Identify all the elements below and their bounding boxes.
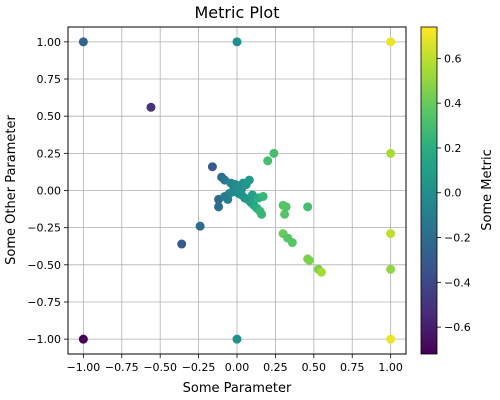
x-tick-label: −0.75 (105, 361, 139, 374)
y-tick-label: −0.50 (27, 259, 61, 272)
y-tick-label: −0.25 (27, 222, 61, 235)
data-point (304, 255, 314, 265)
data-point (214, 202, 224, 212)
y-tick-label: 0.00 (37, 185, 62, 198)
data-point (303, 202, 313, 212)
x-tick-label: 1.00 (378, 361, 403, 374)
data-point (386, 229, 396, 239)
data-point (257, 209, 267, 219)
data-point (269, 148, 279, 158)
data-point (263, 156, 273, 166)
colorbar-ticks: −0.6 −0.4 −0.2 0.0 0.2 0.4 0.6 (437, 52, 471, 334)
x-tick-label: 0.25 (263, 361, 288, 374)
data-point (244, 175, 254, 185)
y-tick-label: −1.00 (27, 333, 61, 346)
x-tick-label: −0.25 (182, 361, 216, 374)
y-tick-label: −0.75 (27, 296, 61, 309)
y-tick-label: 0.25 (37, 147, 62, 160)
colorbar-tick-label: −0.2 (444, 232, 471, 245)
data-point (78, 37, 88, 47)
data-points (78, 37, 396, 344)
data-point (386, 334, 396, 344)
data-point (78, 334, 88, 344)
data-point (232, 334, 242, 344)
data-point (281, 202, 291, 212)
y-tick-label: 0.50 (37, 110, 62, 123)
x-tick-label: −0.50 (143, 361, 177, 374)
chart-title: Metric Plot (195, 3, 280, 22)
data-point (386, 148, 396, 158)
colorbar-tick-label: 0.4 (444, 97, 462, 110)
x-tick-label: 0.50 (302, 361, 327, 374)
data-point (280, 209, 290, 219)
data-point (317, 267, 326, 277)
x-axis-label: Some Parameter (183, 381, 292, 396)
colorbar-label: Some Metric (480, 149, 495, 230)
data-point (287, 238, 297, 248)
y-axis-ticks: −1.00 −0.75 −0.50 −0.25 0.00 0.25 0.50 0.75 1.00 (27, 36, 68, 346)
colorbar-tick-label: 0.0 (444, 187, 462, 200)
colorbar (420, 26, 438, 355)
y-axis-label: Some Other Parameter (4, 115, 19, 265)
data-point (232, 37, 242, 47)
data-point (177, 239, 187, 249)
colorbar-tick-label: −0.6 (444, 321, 471, 334)
x-tick-label: −1.00 (67, 361, 101, 374)
y-tick-label: 1.00 (37, 36, 62, 49)
data-point (386, 37, 396, 47)
colorbar-tick-label: 0.2 (444, 142, 462, 155)
x-tick-label: 0.75 (340, 361, 365, 374)
y-tick-label: 0.75 (37, 73, 62, 86)
colorbar-tick-label: −0.4 (444, 276, 471, 289)
colorbar-tick-label: 0.6 (444, 52, 462, 65)
data-point (195, 221, 205, 231)
x-axis-ticks: −1.00 −0.75 −0.50 −0.25 0.00 0.25 0.50 0.75 1.00 (67, 354, 403, 374)
data-point (258, 191, 268, 201)
data-point (386, 264, 396, 274)
data-point (146, 102, 156, 112)
x-tick-label: 0.00 (225, 361, 250, 374)
data-point (207, 162, 217, 172)
